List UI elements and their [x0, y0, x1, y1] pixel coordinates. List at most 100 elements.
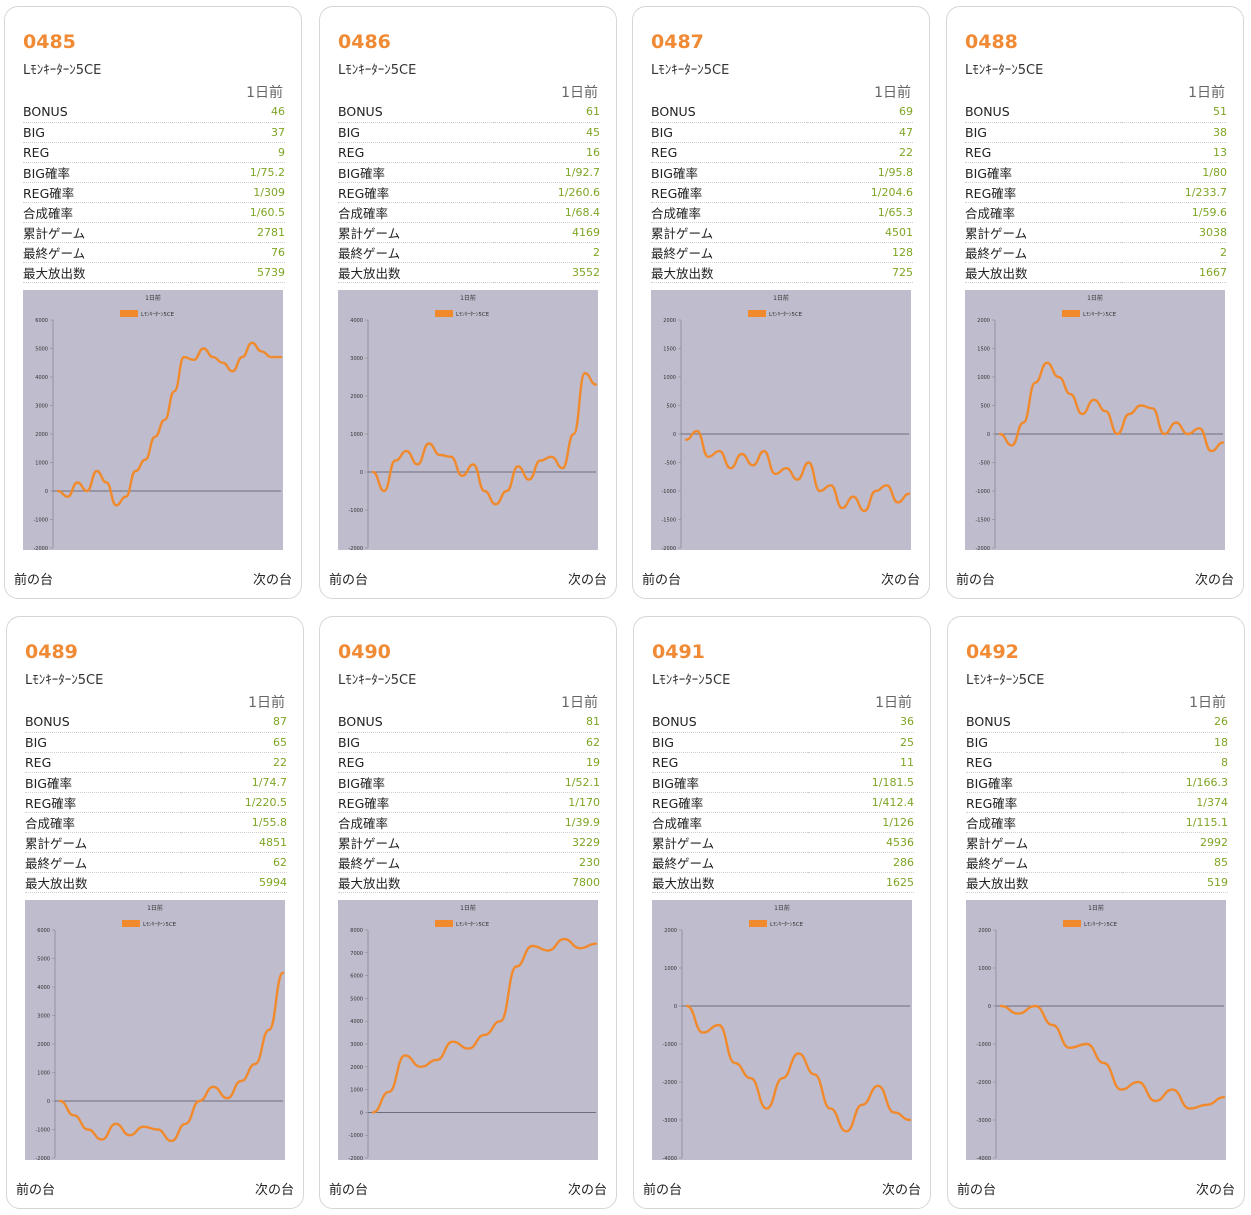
period-label: 1日前	[561, 85, 598, 101]
stat-label: REG	[965, 142, 1122, 163]
stat-row: BIG 25	[652, 732, 914, 753]
next-machine-link[interactable]: 次の台	[567, 1183, 607, 1198]
machine-number[interactable]: 0492	[966, 641, 1019, 663]
machine-number[interactable]: 0490	[338, 641, 391, 663]
series-line	[371, 937, 598, 1114]
stat-label: REG確率	[25, 792, 182, 813]
series-line	[56, 341, 283, 507]
stat-value: 25	[808, 732, 914, 753]
stat-row: BIG確率 1/74.7	[25, 772, 287, 793]
chart-title: 1日前	[147, 904, 163, 912]
stat-row: REG 19	[338, 752, 600, 773]
y-tick-label: 5000	[35, 347, 48, 353]
stats-table: BONUS 61 BIG 45 REG 16 BIG確率 1/92.7 REG確率 1/260.6…	[338, 102, 600, 283]
stat-row: BONUS 46	[23, 102, 285, 123]
machine-number[interactable]: 0488	[965, 31, 1018, 53]
stat-value: 81	[505, 712, 600, 733]
stat-value: 16	[494, 142, 600, 163]
machine-number[interactable]: 0487	[651, 31, 704, 53]
stat-row: 最終ゲーム 85	[966, 852, 1228, 873]
stat-row: BONUS 26	[966, 712, 1228, 733]
prev-machine-link[interactable]: 前の台	[16, 1183, 56, 1198]
stat-value: 11	[808, 752, 914, 773]
machine-model: Lﾓﾝｷｰﾀｰﾝ5CE	[652, 673, 731, 688]
machine-model: Lﾓﾝｷｰﾀｰﾝ5CE	[651, 63, 730, 78]
stat-label: 最大放出数	[652, 872, 809, 893]
stat-row: 合成確率 1/39.9	[338, 812, 600, 833]
stat-label: 累計ゲーム	[338, 222, 495, 243]
next-machine-link[interactable]: 次の台	[254, 1183, 294, 1198]
machine-number[interactable]: 0489	[25, 641, 78, 663]
stats-table: BONUS 69 BIG 47 REG 22 BIG確率 1/95.8 REG確率 1/204.6…	[651, 102, 913, 283]
stat-row: BIG 38	[965, 122, 1227, 143]
stat-label: 最終ゲーム	[338, 242, 495, 263]
machine-number[interactable]: 0491	[652, 641, 705, 663]
y-tick-label: 2000	[350, 394, 363, 400]
stat-row: BONUS 51	[965, 102, 1227, 123]
stat-label: REG確率	[23, 182, 191, 203]
prev-machine-link[interactable]: 前の台	[329, 1183, 369, 1198]
stat-value: 286	[808, 852, 914, 873]
machine-card: 0486 Lﾓﾝｷｰﾀｰﾝ5CE 1日前 BONUS 61 BIG 45 REG 16 BIG確率…	[319, 6, 617, 599]
next-machine-link[interactable]: 次の台	[881, 1183, 921, 1198]
stat-value: 1/170	[505, 792, 600, 813]
y-tick-label: -2000	[348, 1156, 363, 1160]
stat-row: BIG確率 1/181.5	[652, 772, 914, 793]
stat-row: REG確率 1/220.5	[25, 792, 287, 813]
y-tick-label: 1000	[37, 1071, 50, 1077]
stat-row: REG確率 1/204.6	[651, 182, 913, 203]
next-machine-link[interactable]: 次の台	[567, 573, 607, 588]
stat-label: 合成確率	[338, 812, 506, 833]
next-machine-link[interactable]: 次の台	[252, 573, 292, 588]
series-line	[684, 429, 911, 513]
prev-machine-link[interactable]: 前の台	[956, 573, 996, 588]
stat-row: 累計ゲーム 4169	[338, 222, 600, 243]
prev-machine-link[interactable]: 前の台	[642, 573, 682, 588]
stat-value: 1/260.6	[494, 182, 600, 203]
stat-value: 47	[807, 122, 913, 143]
stat-label: BIG	[338, 732, 506, 753]
stat-label: BIG確率	[966, 772, 1123, 793]
series-line	[998, 361, 1225, 453]
prev-machine-link[interactable]: 前の台	[14, 573, 54, 588]
stat-value: 1/126	[808, 812, 914, 833]
next-machine-link[interactable]: 次の台	[1194, 573, 1234, 588]
machine-number[interactable]: 0485	[23, 31, 76, 53]
stat-row: BONUS 36	[652, 712, 914, 733]
stat-row: 合成確率 1/126	[652, 812, 914, 833]
stat-label: 累計ゲーム	[652, 832, 809, 853]
stat-label: 合成確率	[965, 202, 1122, 223]
stat-label: 累計ゲーム	[23, 222, 191, 243]
stat-value: 1/166.3	[1122, 772, 1228, 793]
y-tick-label: 2000	[978, 928, 991, 934]
stat-label: BONUS	[23, 102, 191, 123]
stat-row: 最終ゲーム 128	[651, 242, 913, 263]
y-tick-label: 500	[980, 404, 990, 410]
next-machine-link[interactable]: 次の台	[1195, 1183, 1235, 1198]
next-machine-link[interactable]: 次の台	[880, 573, 920, 588]
stat-label: 最大放出数	[966, 872, 1123, 893]
prev-machine-link[interactable]: 前の台	[329, 573, 369, 588]
y-tick-label: 0	[45, 489, 48, 495]
stats-table: BONUS 81 BIG 62 REG 19 BIG確率 1/52.1 REG確率 1/170 合成…	[338, 712, 600, 893]
y-tick-label: 1000	[350, 1088, 363, 1094]
y-tick-label: 3000	[37, 1014, 50, 1020]
stat-label: BIG確率	[338, 772, 506, 793]
stat-label: BIG	[965, 122, 1122, 143]
stat-value: 128	[807, 242, 913, 263]
machine-number[interactable]: 0486	[338, 31, 391, 53]
prev-machine-link[interactable]: 前の台	[957, 1183, 997, 1198]
stat-value: 519	[1122, 872, 1228, 893]
stat-value: 22	[807, 142, 913, 163]
stat-label: 最終ゲーム	[25, 852, 182, 873]
stat-row: BONUS 87	[25, 712, 287, 733]
stat-label: BONUS	[338, 102, 495, 123]
prev-machine-link[interactable]: 前の台	[643, 1183, 683, 1198]
stat-value: 76	[190, 242, 285, 263]
stat-value: 1/233.7	[1121, 182, 1227, 203]
y-tick-label: -2000	[348, 546, 363, 550]
legend-swatch	[749, 920, 767, 927]
stat-value: 4851	[181, 832, 287, 853]
stat-row: BIG確率 1/92.7	[338, 162, 600, 183]
stat-row: BIG 45	[338, 122, 600, 143]
